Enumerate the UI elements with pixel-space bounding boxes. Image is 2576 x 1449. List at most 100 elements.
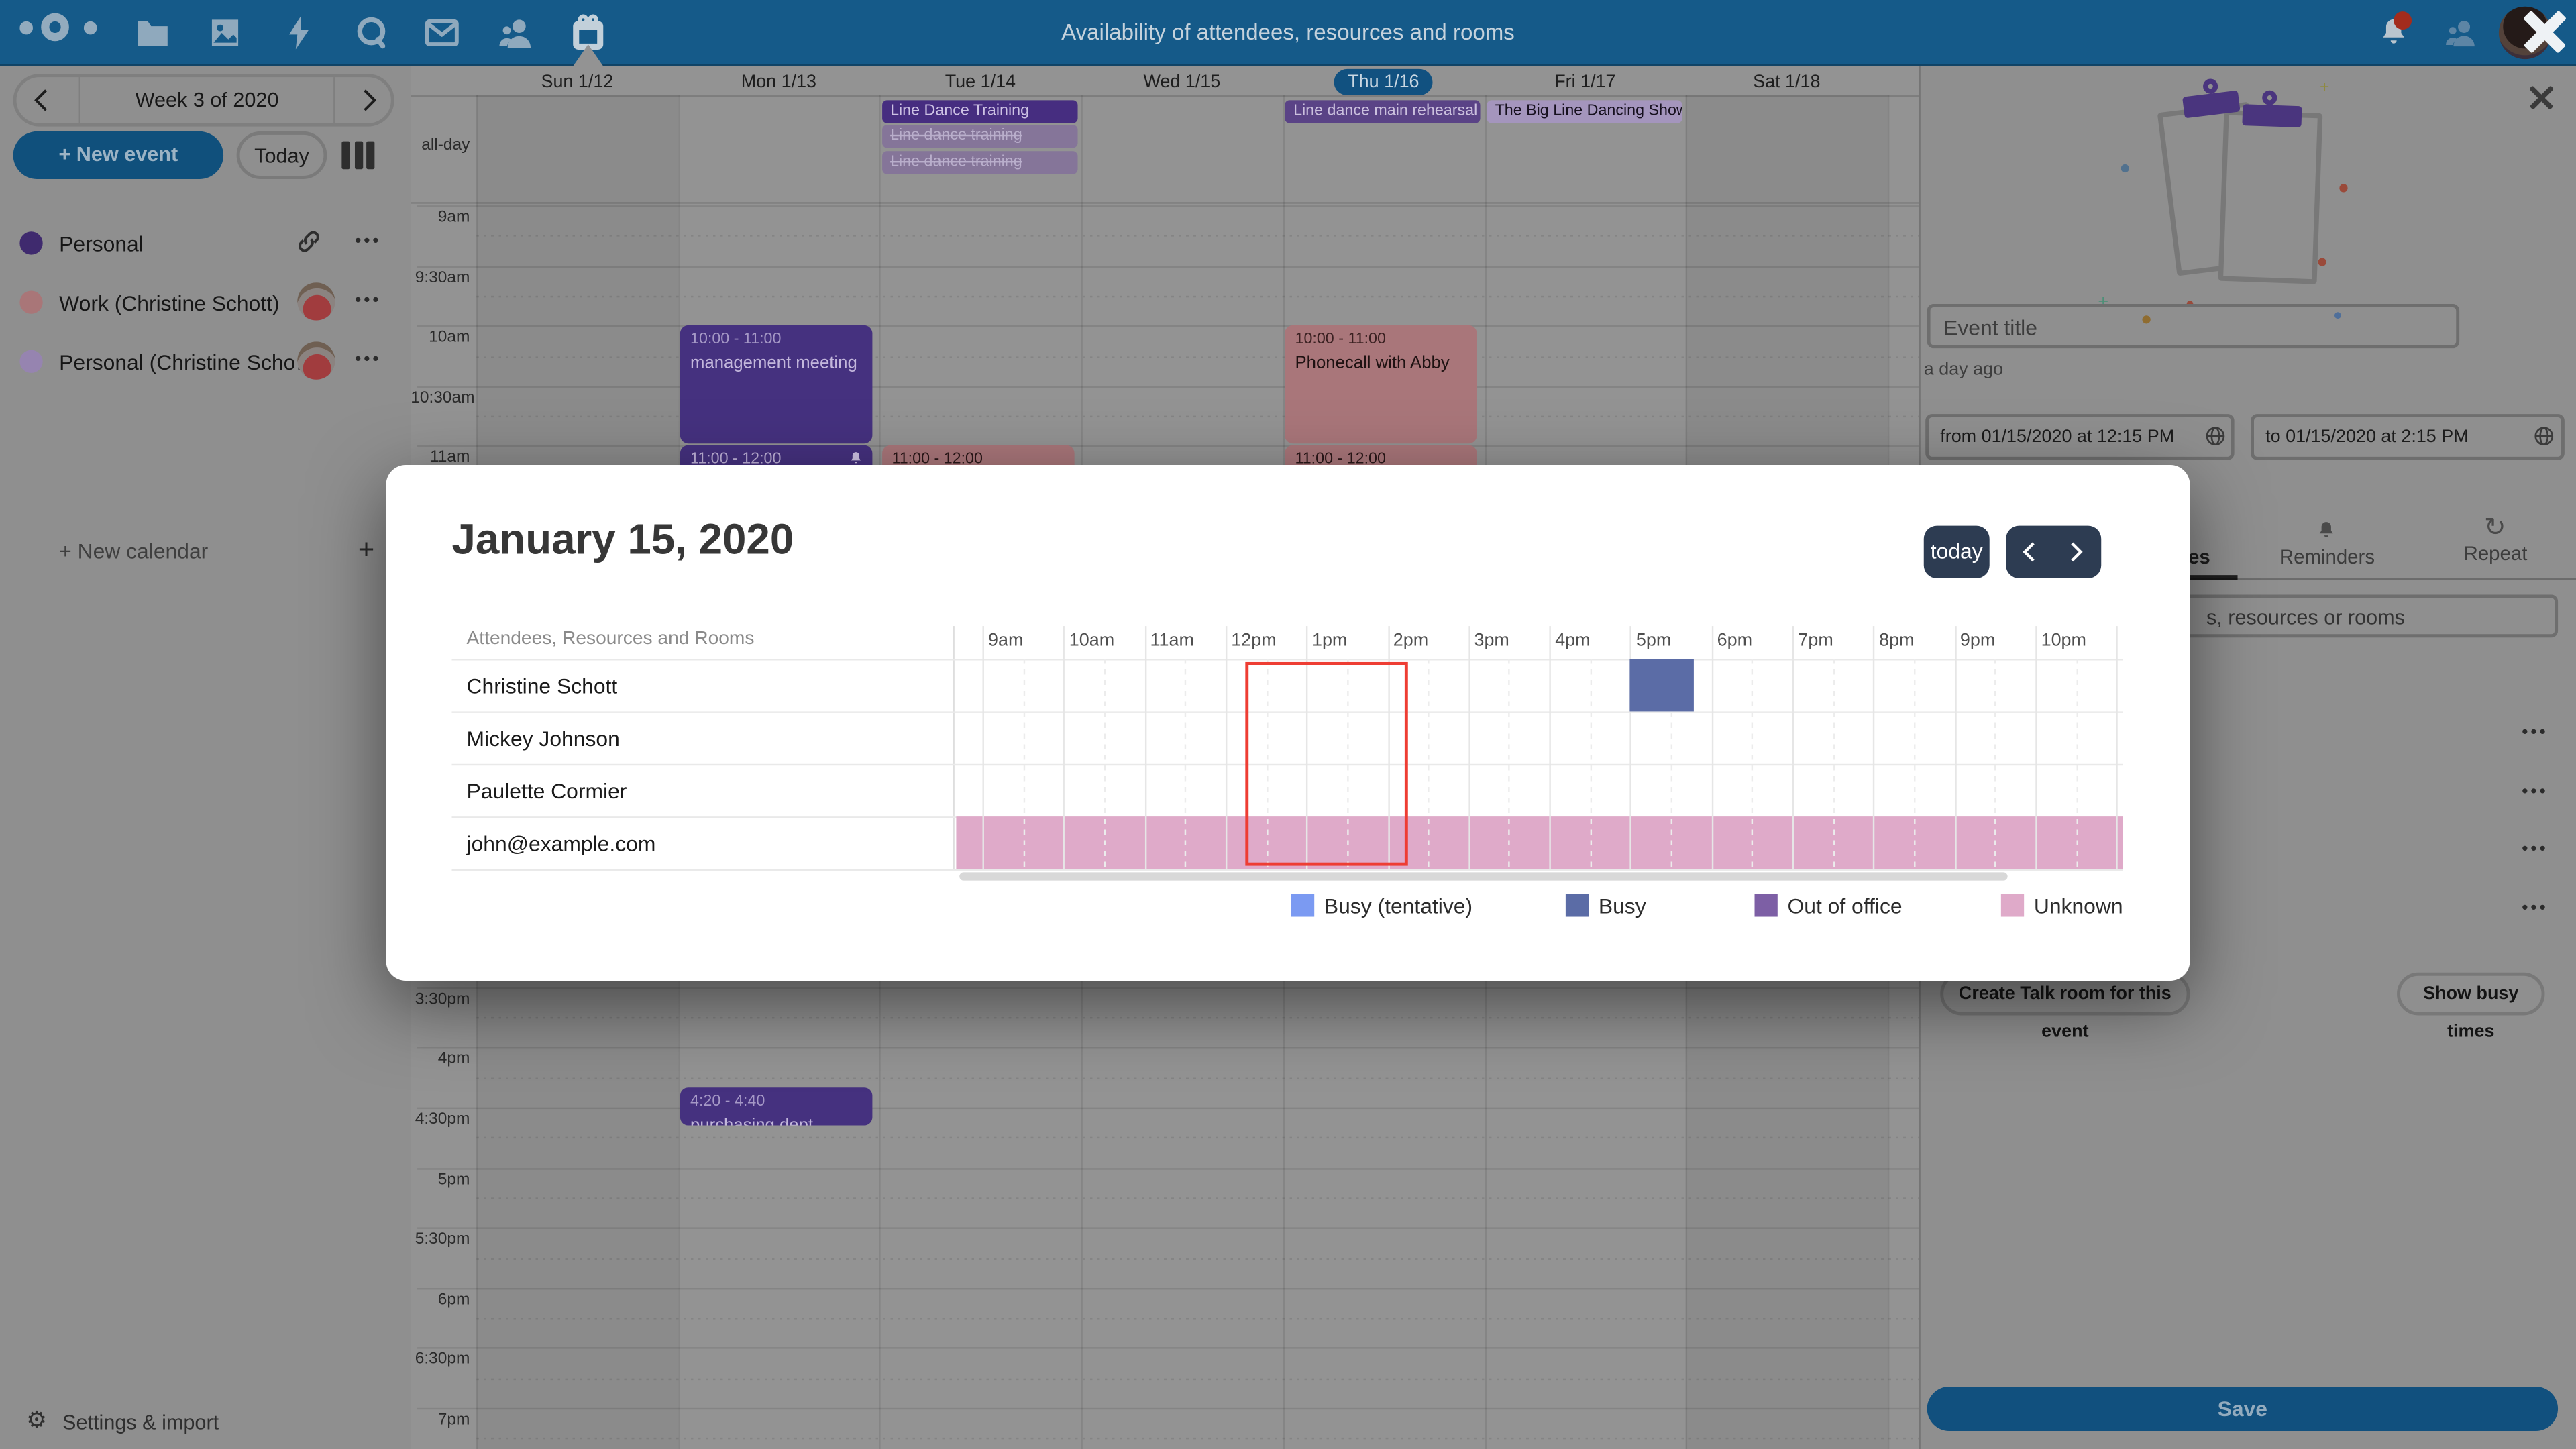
start-datetime-field[interactable]: from 01/15/2020 at 12:15 PM	[1925, 414, 2235, 460]
timeline-halfhour-line	[1346, 659, 1349, 869]
legend-swatch	[1291, 894, 1315, 917]
tab-repeat-label: Repeat	[2463, 542, 2528, 566]
tab-reminders[interactable]: Reminders	[2265, 519, 2389, 578]
attendee-name: Paulette Cormier	[466, 778, 627, 804]
timeline-halfhour-line	[1509, 659, 1511, 869]
calendar-name: Personal (Christine Scho…)	[59, 350, 324, 375]
mail-app-icon[interactable]	[422, 13, 462, 53]
attendee-search-input[interactable]: s, resources or rooms	[1927, 594, 2559, 638]
legend-label: Out of office	[1787, 894, 1902, 918]
modal-today-button[interactable]: today	[1923, 525, 1990, 579]
legend-label: Unknown	[2033, 894, 2123, 918]
attendee-name: Mickey Johnson	[466, 726, 620, 751]
files-app-icon[interactable]	[133, 13, 172, 53]
timeline-hour-line	[1954, 626, 1956, 869]
tabs-bottom-border	[1920, 578, 2576, 580]
nextcloud-logo[interactable]	[19, 10, 111, 56]
logo-ring-left	[19, 21, 33, 35]
names-column-separator	[953, 626, 955, 869]
week-label[interactable]: Week 3 of 2020	[135, 89, 279, 112]
timeline-hour-label: 11am	[1150, 631, 1194, 651]
contacts-menu-icon[interactable]	[2443, 15, 2479, 51]
new-event-button[interactable]: + New event	[13, 131, 224, 179]
quarter-line	[476, 1318, 1919, 1320]
calendar-actions-menu[interactable]: •••	[354, 350, 382, 370]
timeline-scrollbar[interactable]	[959, 872, 2008, 881]
calendar-owner-avatar	[297, 282, 335, 321]
create-talk-room-button[interactable]: Create Talk room for this event	[1940, 972, 2190, 1042]
share-link-icon[interactable]	[296, 228, 322, 262]
tab-attendees-partial[interactable]: es	[2188, 545, 2210, 569]
attendee-row-menu[interactable]: •••	[2522, 898, 2548, 918]
legend-label: Busy	[1598, 894, 1646, 918]
quarter-line	[476, 1137, 1919, 1139]
timeline-halfhour-line	[1913, 659, 1916, 869]
settings-import[interactable]: ⚙ Settings & import	[0, 1405, 411, 1444]
quarter-line	[476, 295, 1919, 297]
photos-app-icon[interactable]	[205, 13, 245, 53]
next-week-chevron-icon[interactable]	[355, 87, 381, 113]
legend-swatch	[2000, 894, 2025, 917]
calendar-actions-menu[interactable]: •••	[354, 231, 382, 252]
new-calendar-label: + New calendar	[59, 539, 209, 564]
attendee-search-placeholder: s, resources or rooms	[2206, 606, 2406, 629]
selected-timespan-outline[interactable]	[1245, 661, 1408, 866]
busy-availability-block	[1630, 659, 1694, 712]
quarter-line	[476, 1197, 1919, 1199]
hour-line	[417, 1407, 1919, 1410]
timeline-hour-label: 9am	[988, 631, 1024, 651]
repeat-icon: ↻	[2483, 514, 2506, 543]
calendar-list-item[interactable]: Personal •••	[0, 213, 411, 272]
new-calendar-item[interactable]: + New calendar +	[0, 529, 411, 578]
talk-app-icon[interactable]	[352, 13, 391, 53]
calendar-name: Work (Christine Schott)	[59, 290, 280, 316]
timeline-hour-line	[1792, 626, 1794, 869]
timezone-globe-icon[interactable]	[2205, 425, 2226, 455]
quarter-line	[476, 1017, 1919, 1019]
calendar-list-item[interactable]: Personal (Christine Scho…) •••	[0, 332, 411, 391]
activity-app-icon[interactable]	[279, 13, 319, 53]
row-separator	[451, 659, 2123, 661]
view-toggle-button[interactable]	[341, 141, 378, 178]
contacts-app-icon[interactable]	[496, 13, 536, 53]
timeline-hour-label: 7pm	[1798, 631, 1833, 651]
sidebar-close-icon[interactable]	[2528, 84, 2555, 110]
end-datetime-field[interactable]: to 01/15/2020 at 2:15 PM	[2251, 414, 2565, 460]
calendar-actions-menu[interactable]: •••	[354, 290, 382, 311]
show-busy-times-button[interactable]: Show busy times	[2397, 972, 2545, 1042]
timeline-halfhour-line	[1185, 659, 1187, 869]
timeline-hour-label: 12pm	[1231, 631, 1277, 651]
start-datetime-value: from 01/15/2020 at 12:15 PM	[1940, 427, 2175, 447]
quarter-line	[476, 235, 1919, 237]
attendee-name: Christine Schott	[466, 674, 618, 698]
save-button[interactable]: Save	[1927, 1386, 2559, 1432]
legend-swatch	[1754, 894, 1778, 917]
row-separator	[451, 763, 2123, 766]
timezone-globe-icon[interactable]	[2533, 425, 2555, 455]
notifications-bell-icon[interactable]	[2375, 11, 2412, 51]
overlay-close-icon[interactable]	[2520, 7, 2569, 56]
quarter-line	[476, 415, 1919, 418]
next-day-chevron-icon[interactable]	[2063, 541, 2086, 572]
event-title-input[interactable]: Event title	[1927, 304, 2460, 349]
previous-day-chevron-icon[interactable]	[2019, 541, 2042, 572]
availability-timeline[interactable]: 9am 10am 11am 12pm 1pm 2pm 3pm 4pm 5pm 6pm 7pm 8pm 9…	[956, 626, 2123, 869]
attendee-row-menu[interactable]: •••	[2522, 722, 2548, 743]
today-button-sidebar[interactable]: Today	[236, 131, 327, 179]
divider	[78, 77, 81, 123]
end-datetime-value: to 01/15/2020 at 2:15 PM	[2265, 427, 2469, 447]
quarter-line	[476, 1257, 1919, 1260]
modal-date-nav	[2006, 525, 2102, 579]
timeline-hour-line	[1063, 626, 1065, 869]
timeline-halfhour-line	[1670, 659, 1673, 869]
previous-week-chevron-icon[interactable]	[30, 87, 56, 113]
attendee-row-menu[interactable]: •••	[2522, 781, 2548, 802]
tab-repeat[interactable]: ↻ Repeat	[2447, 515, 2545, 578]
timeline-hour-line	[1144, 626, 1146, 869]
gear-icon: ⚙	[26, 1406, 47, 1433]
timeline-halfhour-line	[1752, 659, 1754, 869]
divider	[333, 77, 335, 123]
active-app-indicator	[573, 44, 603, 66]
calendar-list-item[interactable]: Work (Christine Schott) •••	[0, 273, 411, 332]
attendee-row-menu[interactable]: •••	[2522, 839, 2548, 860]
